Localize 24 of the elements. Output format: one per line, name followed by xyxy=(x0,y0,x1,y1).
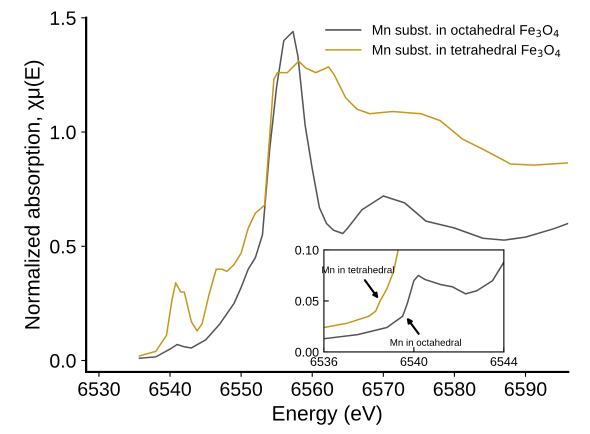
y-tick-label: 0.5 xyxy=(50,240,76,254)
x-tick-label: 6560 xyxy=(292,382,334,396)
x-tick-label: 6536 xyxy=(310,357,338,366)
x-axis-title: Energy (eV) xyxy=(273,405,382,425)
line-series xyxy=(324,250,399,328)
x-tick-label: 6580 xyxy=(434,382,476,396)
legend-label: Mn subst. in tetrahedral Fe$_{3}$O$_{4}$ xyxy=(372,44,560,58)
legend-label: Mn subst. in octahedral Fe$_{3}$O$_{4}$ xyxy=(372,24,559,38)
line-series xyxy=(324,261,504,340)
x-tick-label: 6540 xyxy=(400,357,428,366)
x-tick-label: 6550 xyxy=(220,382,262,396)
y-tick-label: 0.00 xyxy=(295,348,319,357)
y-tick-label: 1.0 xyxy=(50,126,76,140)
y-tick-label: 0.0 xyxy=(50,354,76,368)
y-tick-label: 1.5 xyxy=(50,11,76,26)
x-tick-label: 6590 xyxy=(504,382,546,396)
y-tick-label: 0.05 xyxy=(295,296,319,306)
x-tick-label: 6530 xyxy=(78,382,120,396)
y-axis-title: Normalized absorption, χμ(E) xyxy=(24,60,44,329)
x-tick-label: 6544 xyxy=(490,357,518,366)
x-tick-label: 6540 xyxy=(149,382,191,396)
y-tick-label: 0.10 xyxy=(295,246,319,255)
x-tick-label: 6570 xyxy=(362,382,404,396)
annotation: Mn in octahedral xyxy=(390,338,462,346)
